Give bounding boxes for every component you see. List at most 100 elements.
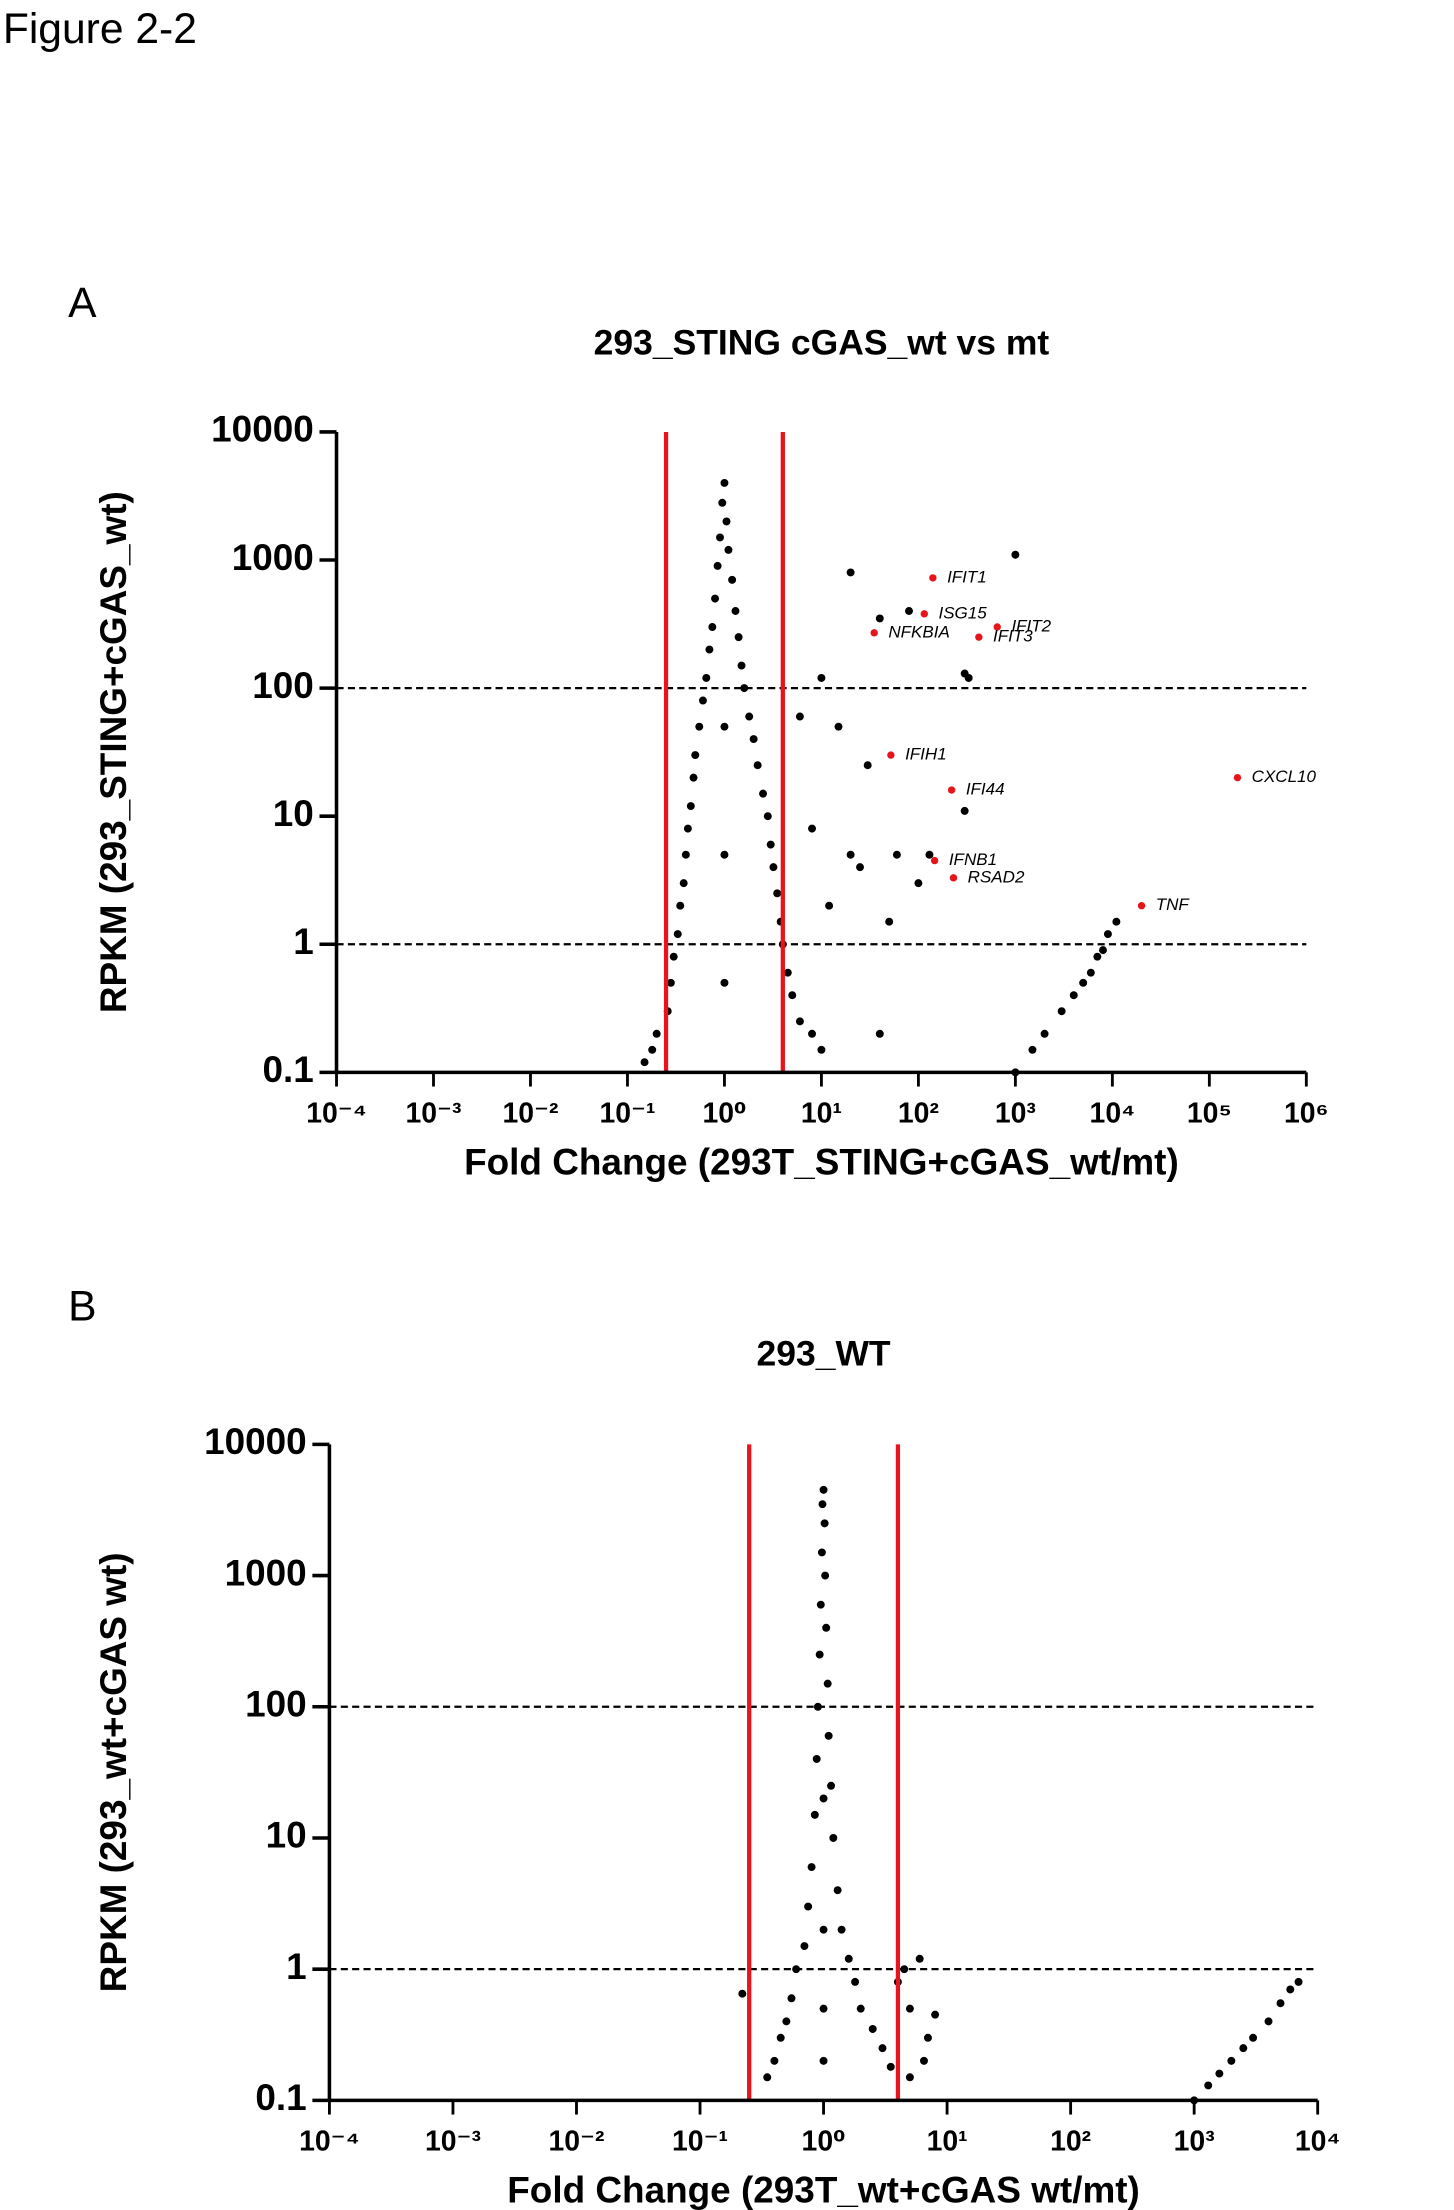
x-tick-label: 10¹ [801, 1097, 842, 1129]
data-point [804, 1902, 813, 1911]
data-point [1227, 2056, 1236, 2065]
data-point [1276, 1999, 1285, 2008]
chart-title: 293_STING cGAS_wt vs mt [594, 323, 1050, 363]
data-point [711, 594, 720, 603]
data-point [766, 840, 775, 849]
point-label: IFIT1 [947, 567, 987, 586]
data-point [808, 1029, 817, 1038]
data-point [949, 874, 958, 882]
data-point [1079, 978, 1088, 987]
figure-title: Figure 2-2 [3, 5, 197, 53]
data-point [819, 1485, 828, 1494]
data-point [728, 575, 737, 584]
data-point [947, 786, 956, 794]
data-point [734, 633, 743, 642]
data-point [753, 761, 762, 770]
data-point [923, 2033, 932, 2042]
x-tick-label: 10⁴ [1090, 1097, 1136, 1129]
data-point [718, 498, 727, 507]
data-point [731, 607, 740, 615]
data-point [698, 696, 707, 705]
data-point [905, 2004, 914, 2013]
data-point [870, 629, 878, 637]
point-label: IFI44 [966, 780, 1005, 799]
data-point [1204, 2081, 1213, 2090]
x-tick-label: 10³ [995, 1097, 1036, 1129]
y-tick-label: 0.1 [262, 1049, 313, 1090]
data-point [724, 545, 733, 554]
x-tick-label: 10⁻² [548, 2125, 604, 2157]
data-point [825, 901, 834, 910]
data-point [720, 722, 729, 731]
data-point [770, 2056, 779, 2065]
data-point [783, 968, 792, 977]
data-point [708, 623, 717, 631]
data-point [829, 1833, 838, 1842]
data-point [819, 1794, 828, 1803]
data-point [1112, 917, 1121, 926]
data-point [800, 1942, 809, 1951]
y-axis-label: RPKM (293_wt+cGAS wt) [93, 1552, 134, 1992]
data-point [878, 2044, 887, 2053]
data-point [763, 812, 772, 821]
data-point [887, 751, 895, 759]
x-tick-label: 10⁻⁴ [306, 1097, 367, 1129]
data-point [812, 1754, 821, 1763]
data-point [1239, 2044, 1248, 2053]
data-point [993, 623, 1001, 631]
data-point [776, 2033, 785, 2042]
data-point [1137, 902, 1146, 910]
point-label: TNF [1156, 895, 1191, 914]
x-tick-label: 10² [898, 1097, 939, 1129]
data-point [702, 673, 711, 682]
y-tick-label: 10000 [211, 409, 314, 450]
data-point [885, 917, 894, 926]
data-point [824, 1731, 833, 1740]
data-point [817, 1045, 826, 1054]
data-point [856, 2004, 865, 2013]
data-point [705, 645, 714, 654]
data-point [817, 673, 826, 682]
data-point [716, 533, 724, 542]
data-point [863, 761, 872, 770]
data-point [875, 614, 884, 623]
point-label: CXCL10 [1252, 767, 1317, 786]
x-tick-label: 10⁶ [1284, 1097, 1329, 1129]
data-point [788, 991, 797, 1000]
data-point [1215, 2069, 1224, 2078]
data-point [683, 824, 692, 833]
data-point [652, 1029, 661, 1038]
data-point [679, 879, 688, 888]
data-point [673, 930, 682, 939]
data-point [818, 1500, 827, 1509]
x-tick-label: 10⁻³ [406, 1097, 462, 1129]
data-point [1011, 550, 1020, 559]
data-point [846, 568, 855, 577]
data-point [807, 1863, 816, 1872]
data-point [1057, 1007, 1066, 1016]
x-tick-label: 10⁻² [502, 1097, 558, 1129]
data-point [763, 2073, 772, 2082]
data-point [905, 607, 913, 615]
data-point [851, 1977, 860, 1986]
data-point [823, 1679, 832, 1688]
data-point [900, 1965, 909, 1974]
x-tick-label: 10⁻¹ [599, 1097, 655, 1129]
data-point [1093, 952, 1102, 961]
data-point [815, 1650, 824, 1659]
data-point [821, 1571, 830, 1580]
data-point [920, 610, 928, 618]
data-point [792, 1965, 801, 1974]
data-point [1249, 2033, 1258, 2042]
data-point [738, 1989, 747, 1998]
data-point [720, 478, 729, 487]
data-point [844, 1954, 853, 1963]
data-point [964, 673, 973, 682]
data-point [819, 1925, 828, 1934]
x-tick-label: 10⁴ [1295, 2125, 1341, 2157]
data-point [1098, 946, 1107, 955]
y-tick-label: 100 [245, 1684, 307, 1725]
x-axis-label: Fold Change (293T_wt+cGAS wt/mt) [507, 2169, 1140, 2210]
